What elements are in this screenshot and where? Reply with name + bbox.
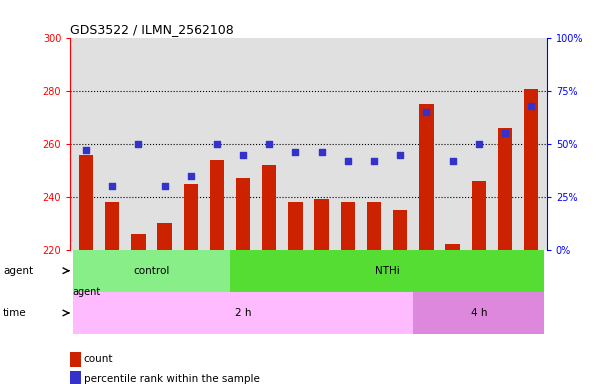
Text: time: time	[3, 308, 27, 318]
Bar	[230, 250, 544, 292]
Point	[186, 173, 196, 179]
Bar	[288, 202, 302, 250]
Point	[133, 141, 143, 147]
Point	[448, 158, 458, 164]
Point	[238, 152, 248, 158]
Bar	[419, 104, 434, 250]
Bar	[367, 202, 381, 250]
Point	[474, 141, 484, 147]
Point	[81, 147, 91, 154]
Point	[526, 103, 536, 109]
Bar	[445, 244, 459, 250]
Point	[291, 149, 301, 156]
Point	[395, 152, 405, 158]
Bar	[73, 250, 230, 292]
Bar	[183, 184, 198, 250]
Point	[422, 109, 431, 115]
Text: count: count	[84, 354, 113, 364]
Bar	[158, 223, 172, 250]
Bar	[393, 210, 408, 250]
Bar	[79, 155, 93, 250]
Bar	[73, 292, 413, 334]
Text: NTHi: NTHi	[375, 266, 400, 276]
Bar	[341, 202, 355, 250]
Bar	[498, 128, 512, 250]
Bar	[472, 181, 486, 250]
Text: GDS3522 / ILMN_2562108: GDS3522 / ILMN_2562108	[70, 23, 234, 36]
Bar	[236, 178, 251, 250]
Point	[316, 149, 326, 156]
Bar	[210, 160, 224, 250]
Point	[212, 141, 222, 147]
Text: agent: agent	[73, 287, 101, 297]
Bar	[315, 199, 329, 250]
Text: 4 h: 4 h	[470, 308, 487, 318]
Point	[265, 141, 274, 147]
Text: 2 h: 2 h	[235, 308, 251, 318]
Bar	[413, 292, 544, 334]
Bar	[524, 89, 538, 250]
Point	[500, 131, 510, 137]
Bar	[262, 165, 276, 250]
Point	[369, 158, 379, 164]
Bar	[105, 202, 119, 250]
Point	[343, 158, 353, 164]
Point	[159, 183, 169, 189]
Text: control: control	[133, 266, 170, 276]
Text: percentile rank within the sample: percentile rank within the sample	[84, 374, 260, 384]
Text: agent: agent	[3, 266, 33, 276]
Bar	[131, 234, 145, 250]
Point	[108, 183, 117, 189]
